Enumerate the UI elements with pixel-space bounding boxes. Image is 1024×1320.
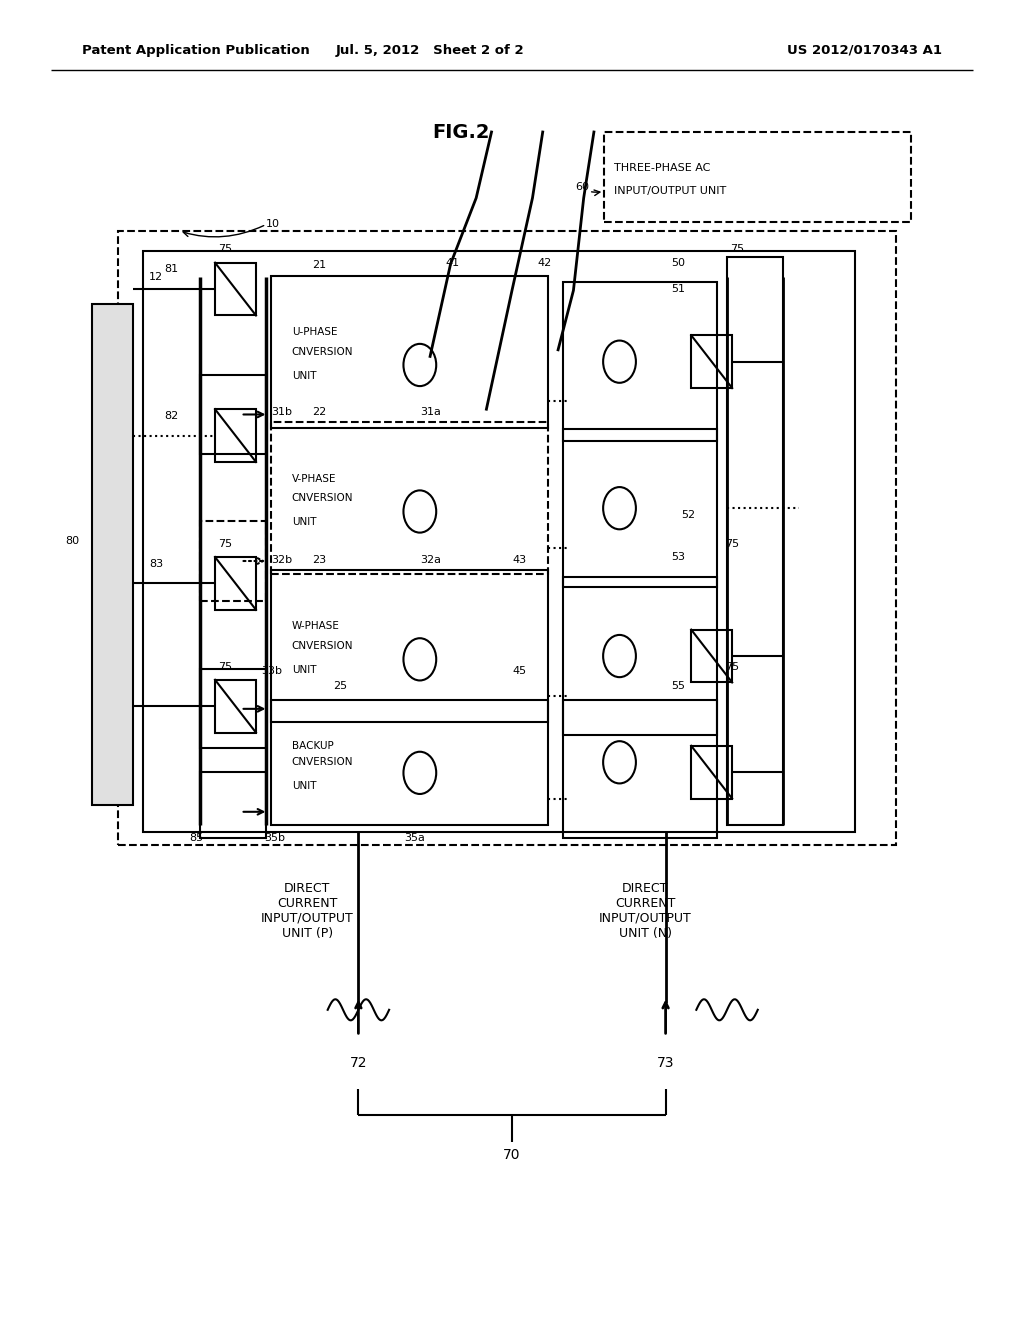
Text: 81: 81 (164, 264, 178, 275)
Text: 80: 80 (66, 536, 80, 546)
Text: 10: 10 (266, 219, 281, 230)
Text: 35b: 35b (264, 833, 286, 843)
Text: 82: 82 (164, 411, 178, 421)
Text: 75: 75 (730, 244, 744, 255)
Circle shape (603, 635, 636, 677)
Text: Patent Application Publication: Patent Application Publication (82, 44, 309, 57)
Text: UNIT: UNIT (292, 781, 316, 791)
Text: 25: 25 (333, 681, 347, 692)
Text: 75: 75 (218, 244, 232, 255)
Text: 75: 75 (725, 661, 739, 672)
Text: 35a: 35a (404, 833, 425, 843)
Circle shape (403, 343, 436, 385)
Text: Jul. 5, 2012   Sheet 2 of 2: Jul. 5, 2012 Sheet 2 of 2 (336, 44, 524, 57)
Text: W-PHASE: W-PHASE (292, 622, 340, 631)
Text: DIRECT
CURRENT
INPUT/OUTPUT
UNIT (P): DIRECT CURRENT INPUT/OUTPUT UNIT (P) (261, 882, 353, 940)
Text: CNVERSION: CNVERSION (292, 642, 353, 651)
Text: 33b: 33b (261, 665, 283, 676)
Text: UNIT: UNIT (292, 665, 316, 675)
Text: 70: 70 (503, 1148, 521, 1162)
Text: 55: 55 (671, 681, 685, 692)
Text: V-PHASE: V-PHASE (292, 474, 336, 483)
Text: 60: 60 (574, 182, 589, 193)
Text: 52: 52 (681, 510, 695, 520)
Text: FIG.2: FIG.2 (432, 123, 489, 141)
Text: THREE-PHASE AC: THREE-PHASE AC (614, 162, 711, 173)
Circle shape (403, 638, 436, 681)
Text: 23: 23 (312, 554, 327, 565)
Text: 73: 73 (656, 1056, 675, 1069)
Text: UNIT: UNIT (292, 371, 316, 380)
Text: 43: 43 (512, 554, 526, 565)
Text: 53: 53 (671, 552, 685, 562)
Text: 75: 75 (218, 539, 232, 549)
Text: 32a: 32a (420, 554, 441, 565)
Text: 75: 75 (218, 661, 232, 672)
Circle shape (403, 491, 436, 533)
Text: 85: 85 (189, 833, 204, 843)
Text: 41: 41 (445, 257, 460, 268)
Text: US 2012/0170343 A1: US 2012/0170343 A1 (787, 44, 942, 57)
Text: 33a: 33a (410, 665, 430, 676)
Text: BACKUP: BACKUP (292, 742, 334, 751)
Circle shape (603, 487, 636, 529)
Text: U-PHASE: U-PHASE (292, 327, 337, 337)
Text: 72: 72 (349, 1056, 368, 1069)
Text: 31a: 31a (420, 407, 440, 417)
Text: CNVERSION: CNVERSION (292, 347, 353, 356)
FancyBboxPatch shape (92, 304, 133, 805)
Text: 75: 75 (725, 539, 739, 549)
Text: 21: 21 (312, 260, 327, 271)
Text: 51: 51 (671, 284, 685, 294)
Text: 50: 50 (671, 257, 685, 268)
Text: CNVERSION: CNVERSION (292, 758, 353, 767)
Circle shape (403, 752, 436, 795)
Text: 83: 83 (150, 558, 164, 569)
Text: CNVERSION: CNVERSION (292, 494, 353, 503)
Text: INPUT/OUTPUT UNIT: INPUT/OUTPUT UNIT (614, 186, 727, 197)
Text: 12: 12 (148, 272, 163, 282)
Circle shape (603, 742, 636, 784)
Text: 22: 22 (312, 407, 327, 417)
Text: 31b: 31b (271, 407, 293, 417)
Text: UNIT: UNIT (292, 517, 316, 527)
Text: 32b: 32b (271, 554, 293, 565)
Text: 45: 45 (512, 665, 526, 676)
Circle shape (603, 341, 636, 383)
Text: 42: 42 (538, 257, 552, 268)
Text: DIRECT
CURRENT
INPUT/OUTPUT
UNIT (N): DIRECT CURRENT INPUT/OUTPUT UNIT (N) (599, 882, 691, 940)
